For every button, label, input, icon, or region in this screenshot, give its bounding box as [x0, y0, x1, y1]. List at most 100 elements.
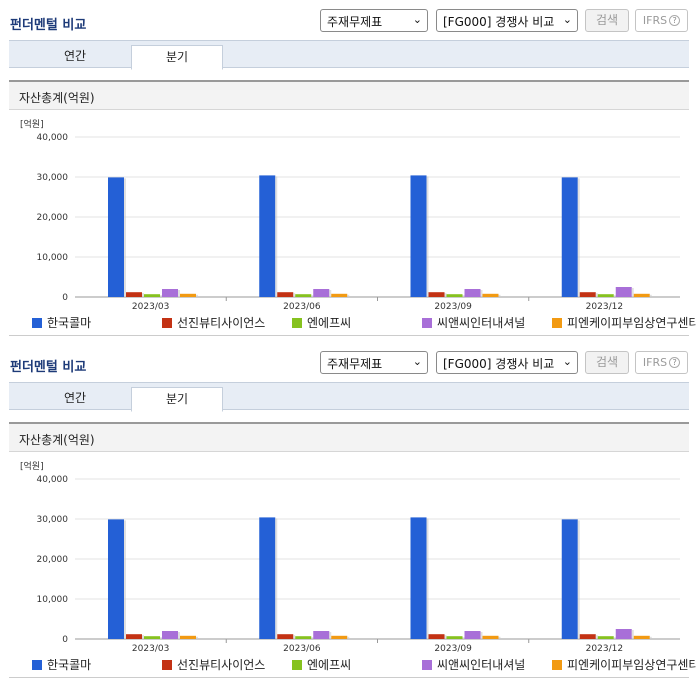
bar[interactable] — [428, 634, 445, 639]
bar[interactable] — [597, 294, 614, 297]
ifrs-label: IFRS — [642, 356, 668, 369]
legend-item[interactable]: 피엔케이피부임상연구센타 — [552, 656, 696, 673]
bar-shadow — [595, 635, 598, 639]
statement-select[interactable]: 주재무제표 ⌄ — [320, 9, 428, 32]
bar-shadow — [275, 518, 278, 639]
bar[interactable] — [446, 636, 463, 639]
bar[interactable] — [295, 294, 312, 297]
legend-item[interactable]: 엔에프씨 — [292, 656, 351, 673]
x-tick-label: 2023/12 — [586, 302, 623, 310]
fundamental-panel-2: 펀더멘털 비교 주재무제표 ⌄ [FG000] 경쟁사 비교 ⌄ 검색 IFRS… — [0, 342, 696, 684]
legend-swatch — [162, 660, 172, 670]
bar-shadow — [498, 636, 501, 639]
bar[interactable] — [331, 635, 348, 639]
x-tick-label: 2023/09 — [434, 644, 472, 652]
bar[interactable] — [162, 631, 178, 639]
y-tick-label: 0 — [62, 293, 68, 303]
bar-shadow — [577, 520, 580, 639]
peer-group-select[interactable]: [FG000] 경쟁사 비교 ⌄ — [436, 9, 578, 32]
x-tick-label: 2023/12 — [586, 644, 623, 652]
bar[interactable] — [144, 636, 160, 639]
legend-item[interactable]: 한국콜마 — [32, 314, 91, 331]
bar[interactable] — [162, 289, 178, 297]
legend-label: 엔에프씨 — [307, 658, 352, 672]
bar[interactable] — [446, 294, 463, 297]
divider — [9, 335, 689, 336]
peer-group-select[interactable]: [FG000] 경쟁사 비교 ⌄ — [436, 351, 578, 374]
bar[interactable] — [615, 287, 632, 297]
bar-shadow — [426, 518, 429, 639]
bar[interactable] — [428, 292, 445, 297]
search-button[interactable]: 검색 — [585, 351, 629, 374]
search-button[interactable]: 검색 — [585, 9, 629, 32]
bar[interactable] — [464, 631, 481, 639]
bar[interactable] — [277, 292, 294, 297]
bar[interactable] — [464, 289, 481, 297]
statement-select[interactable]: 주재무제표 ⌄ — [320, 351, 428, 374]
legend-label: 엔에프씨 — [307, 316, 352, 330]
chart-header: 자산총계(억원) — [9, 80, 689, 110]
bar[interactable] — [313, 631, 330, 639]
legend-item[interactable]: 씨앤씨인터내셔널 — [422, 656, 525, 673]
bar-shadow — [347, 636, 350, 639]
peer-group-select-value: [FG000] 경쟁사 비교 — [443, 357, 555, 371]
bar[interactable] — [126, 292, 142, 297]
x-tick-label: 2023/03 — [132, 644, 169, 652]
bar-shadow — [196, 636, 198, 639]
bar-shadow — [631, 288, 634, 297]
tab-annual[interactable]: 연간 — [63, 391, 87, 405]
bar[interactable] — [633, 293, 650, 297]
bar-shadow — [178, 632, 180, 639]
bar[interactable] — [482, 293, 499, 297]
bar[interactable] — [597, 636, 614, 639]
bar[interactable] — [579, 634, 596, 639]
legend-item[interactable]: 선진뷰티사이언스 — [162, 656, 265, 673]
bar[interactable] — [561, 519, 578, 639]
bar-shadow — [444, 293, 447, 297]
bar[interactable] — [180, 635, 196, 639]
ifrs-label: IFRS — [642, 14, 668, 27]
bar[interactable] — [410, 517, 427, 639]
bar[interactable] — [561, 177, 578, 297]
legend-swatch — [32, 318, 42, 328]
bar[interactable] — [108, 519, 124, 639]
bar[interactable] — [331, 293, 348, 297]
bar[interactable] — [313, 289, 330, 297]
legend-label: 한국콜마 — [47, 316, 92, 330]
bar[interactable] — [259, 175, 276, 297]
legend-swatch — [552, 660, 562, 670]
bar[interactable] — [277, 634, 294, 639]
legend-swatch — [422, 318, 432, 328]
legend-item[interactable]: 피엔케이피부임상연구센타 — [552, 314, 696, 331]
legend-item[interactable]: 한국콜마 — [32, 656, 91, 673]
legend-item[interactable]: 씨앤씨인터내셔널 — [422, 314, 525, 331]
ifrs-button[interactable]: IFRS? — [635, 9, 688, 32]
bar[interactable] — [108, 177, 124, 297]
ifrs-button[interactable]: IFRS? — [635, 351, 688, 374]
bar[interactable] — [295, 636, 312, 639]
tab-annual[interactable]: 연간 — [63, 49, 87, 63]
statement-select-value: 주재무제표 — [327, 15, 383, 29]
bar[interactable] — [482, 635, 499, 639]
legend-label: 씨앤씨인터내셔널 — [437, 316, 526, 330]
bar[interactable] — [410, 175, 427, 297]
bar[interactable] — [633, 635, 650, 639]
bar[interactable] — [144, 294, 160, 297]
bar-shadow — [498, 294, 501, 297]
chart-title: 자산총계(억원) — [19, 91, 95, 105]
tab-quarterly[interactable]: 분기 — [131, 387, 223, 412]
chevron-down-icon: ⌄ — [412, 13, 422, 26]
tab-quarterly[interactable]: 분기 — [131, 45, 223, 70]
bar-chart: [억원] 0 10,000 20,000 30,000 40,000 2023/03 2023… — [20, 118, 680, 310]
y-tick-label: 20,000 — [37, 555, 69, 565]
bar-shadow — [311, 637, 314, 639]
legend-item[interactable]: 엔에프씨 — [292, 314, 351, 331]
legend-swatch — [552, 318, 562, 328]
bar-shadow — [613, 295, 616, 297]
bar[interactable] — [579, 292, 596, 297]
bar[interactable] — [615, 629, 632, 639]
bar[interactable] — [180, 293, 196, 297]
bar[interactable] — [259, 517, 276, 639]
legend-item[interactable]: 선진뷰티사이언스 — [162, 314, 265, 331]
bar[interactable] — [126, 634, 142, 639]
